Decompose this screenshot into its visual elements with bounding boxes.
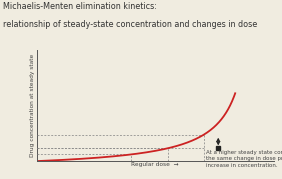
Y-axis label: Drug concentration at steady state: Drug concentration at steady state: [30, 54, 35, 157]
X-axis label: Regular dose  →: Regular dose →: [131, 163, 179, 168]
Text: At a higher steady state concentration,
the same change in dose produces a much : At a higher steady state concentration, …: [206, 150, 282, 168]
Text: Michaelis-Menten elimination kinetics:: Michaelis-Menten elimination kinetics:: [3, 2, 157, 11]
Text: relationship of steady-state concentration and changes in dose: relationship of steady-state concentrati…: [3, 20, 257, 29]
